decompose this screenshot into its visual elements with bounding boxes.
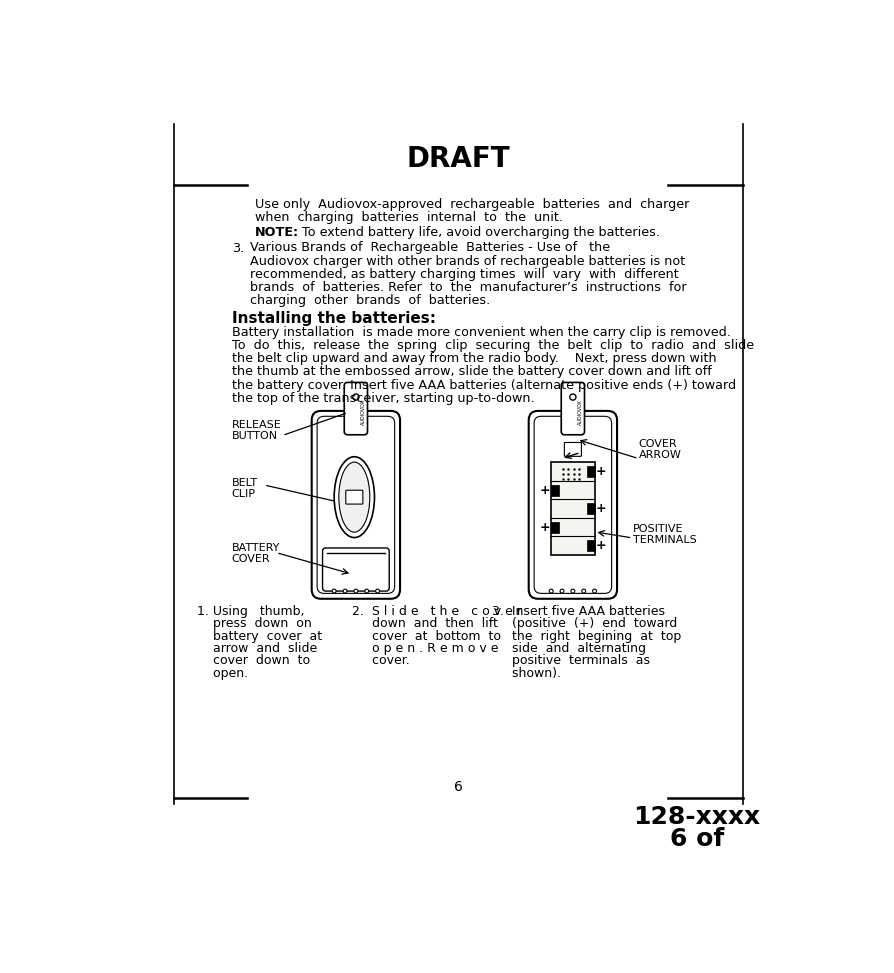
Circle shape — [560, 590, 564, 593]
Circle shape — [375, 590, 380, 593]
Text: RELEASE: RELEASE — [232, 420, 282, 430]
Text: 1. Using   thumb,: 1. Using thumb, — [197, 605, 305, 618]
Circle shape — [343, 590, 347, 593]
Circle shape — [593, 590, 596, 593]
Text: COVER: COVER — [232, 554, 271, 564]
Text: the belt clip upward and away from the radio body.    Next, press down with: the belt clip upward and away from the r… — [232, 352, 716, 366]
Ellipse shape — [339, 462, 370, 532]
Text: positive  terminals  as: positive terminals as — [492, 654, 650, 667]
FancyBboxPatch shape — [528, 411, 617, 598]
Circle shape — [549, 590, 553, 593]
Bar — [552, 485, 559, 496]
Text: +: + — [595, 539, 606, 552]
Circle shape — [365, 590, 368, 593]
Text: 6: 6 — [454, 780, 462, 794]
Text: down  and  then  lift: down and then lift — [352, 617, 498, 631]
Text: charging  other  brands  of  batteries.: charging other brands of batteries. — [249, 294, 490, 306]
Text: +: + — [540, 521, 551, 533]
FancyBboxPatch shape — [312, 411, 400, 598]
Text: 128-xxxx: 128-xxxx — [633, 806, 761, 829]
Text: the top of the transceiver, starting up-to-down.: the top of the transceiver, starting up-… — [232, 392, 535, 405]
Text: recommended, as battery charging times  will  vary  with  different: recommended, as battery charging times w… — [249, 268, 679, 280]
Text: CLIP: CLIP — [232, 488, 256, 499]
Text: COVER: COVER — [638, 440, 678, 450]
Text: BUTTON: BUTTON — [232, 431, 278, 441]
Text: TERMINALS: TERMINALS — [633, 535, 696, 545]
FancyBboxPatch shape — [534, 416, 611, 594]
FancyBboxPatch shape — [564, 443, 581, 456]
Text: AUDIOVOX: AUDIOVOX — [578, 400, 583, 425]
Text: cover  down  to: cover down to — [197, 654, 310, 667]
Text: To extend battery life, avoid overcharging the batteries.: To extend battery life, avoid overchargi… — [298, 226, 660, 239]
FancyBboxPatch shape — [561, 382, 585, 435]
Circle shape — [353, 394, 359, 400]
Bar — [586, 503, 595, 515]
Text: To  do  this,  release  the  spring  clip  securing  the  belt  clip  to  radio : To do this, release the spring clip secu… — [232, 340, 754, 352]
Text: NOTE:: NOTE: — [255, 226, 299, 239]
Text: POSITIVE: POSITIVE — [633, 524, 683, 534]
Text: shown).: shown). — [492, 667, 561, 679]
Text: BELT: BELT — [232, 478, 258, 487]
Text: ARROW: ARROW — [638, 450, 681, 460]
Text: Battery installation  is made more convenient when the carry clip is removed.: Battery installation is made more conven… — [232, 326, 730, 340]
Text: battery  cover  at: battery cover at — [197, 630, 322, 642]
Ellipse shape — [334, 456, 375, 537]
Bar — [586, 466, 595, 478]
Text: the  right  begining  at  top: the right begining at top — [492, 630, 680, 642]
Text: Various Brands of  Rechargeable  Batteries - Use of   the: Various Brands of Rechargeable Batteries… — [249, 241, 610, 255]
Text: +: + — [540, 484, 551, 496]
Text: Audiovox charger with other brands of rechargeable batteries is not: Audiovox charger with other brands of re… — [249, 255, 685, 268]
Text: 2.  S l i d e   t h e   c o v e r: 2. S l i d e t h e c o v e r — [352, 605, 522, 618]
Text: BATTERY: BATTERY — [232, 543, 280, 554]
Text: the thumb at the embossed arrow, slide the battery cover down and lift off: the thumb at the embossed arrow, slide t… — [232, 366, 712, 378]
Text: arrow  and  slide: arrow and slide — [197, 642, 317, 655]
FancyBboxPatch shape — [346, 490, 363, 504]
Text: o p e n . R e m o v e: o p e n . R e m o v e — [352, 642, 499, 655]
Text: AUDIOVOX: AUDIOVOX — [360, 400, 366, 425]
Text: cover.: cover. — [352, 654, 409, 667]
Text: Use only  Audiovox-approved  rechargeable  batteries  and  charger: Use only Audiovox-approved rechargeable … — [255, 198, 689, 210]
Bar — [552, 522, 559, 532]
Bar — [586, 540, 595, 551]
Bar — [552, 462, 595, 555]
Text: brands  of  batteries. Refer  to  the  manufacturer’s  instructions  for: brands of batteries. Refer to the manufa… — [249, 281, 687, 294]
Text: 3.  Insert five AAA batteries: 3. Insert five AAA batteries — [492, 605, 664, 618]
FancyBboxPatch shape — [317, 416, 394, 594]
Circle shape — [571, 590, 575, 593]
Text: +: + — [595, 502, 606, 515]
Text: 3.: 3. — [232, 241, 244, 255]
Text: DRAFT: DRAFT — [407, 145, 510, 173]
FancyBboxPatch shape — [323, 548, 389, 591]
Text: press  down  on: press down on — [197, 617, 312, 631]
Text: Installing the batteries:: Installing the batteries: — [232, 310, 436, 326]
Circle shape — [333, 590, 336, 593]
Text: +: + — [595, 465, 606, 479]
Text: 6 of: 6 of — [670, 827, 724, 851]
Circle shape — [354, 590, 358, 593]
FancyBboxPatch shape — [344, 382, 367, 435]
Circle shape — [569, 394, 576, 400]
Text: open.: open. — [197, 667, 249, 679]
Text: (positive  (+)  end  toward: (positive (+) end toward — [492, 617, 677, 631]
Text: cover  at  bottom  to: cover at bottom to — [352, 630, 501, 642]
Text: side  and  alternating: side and alternating — [492, 642, 645, 655]
Circle shape — [582, 590, 586, 593]
Text: when  charging  batteries  internal  to  the  unit.: when charging batteries internal to the … — [255, 211, 563, 224]
Text: the battery cover. Insert five AAA batteries (alternate positive ends (+) toward: the battery cover. Insert five AAA batte… — [232, 378, 736, 391]
